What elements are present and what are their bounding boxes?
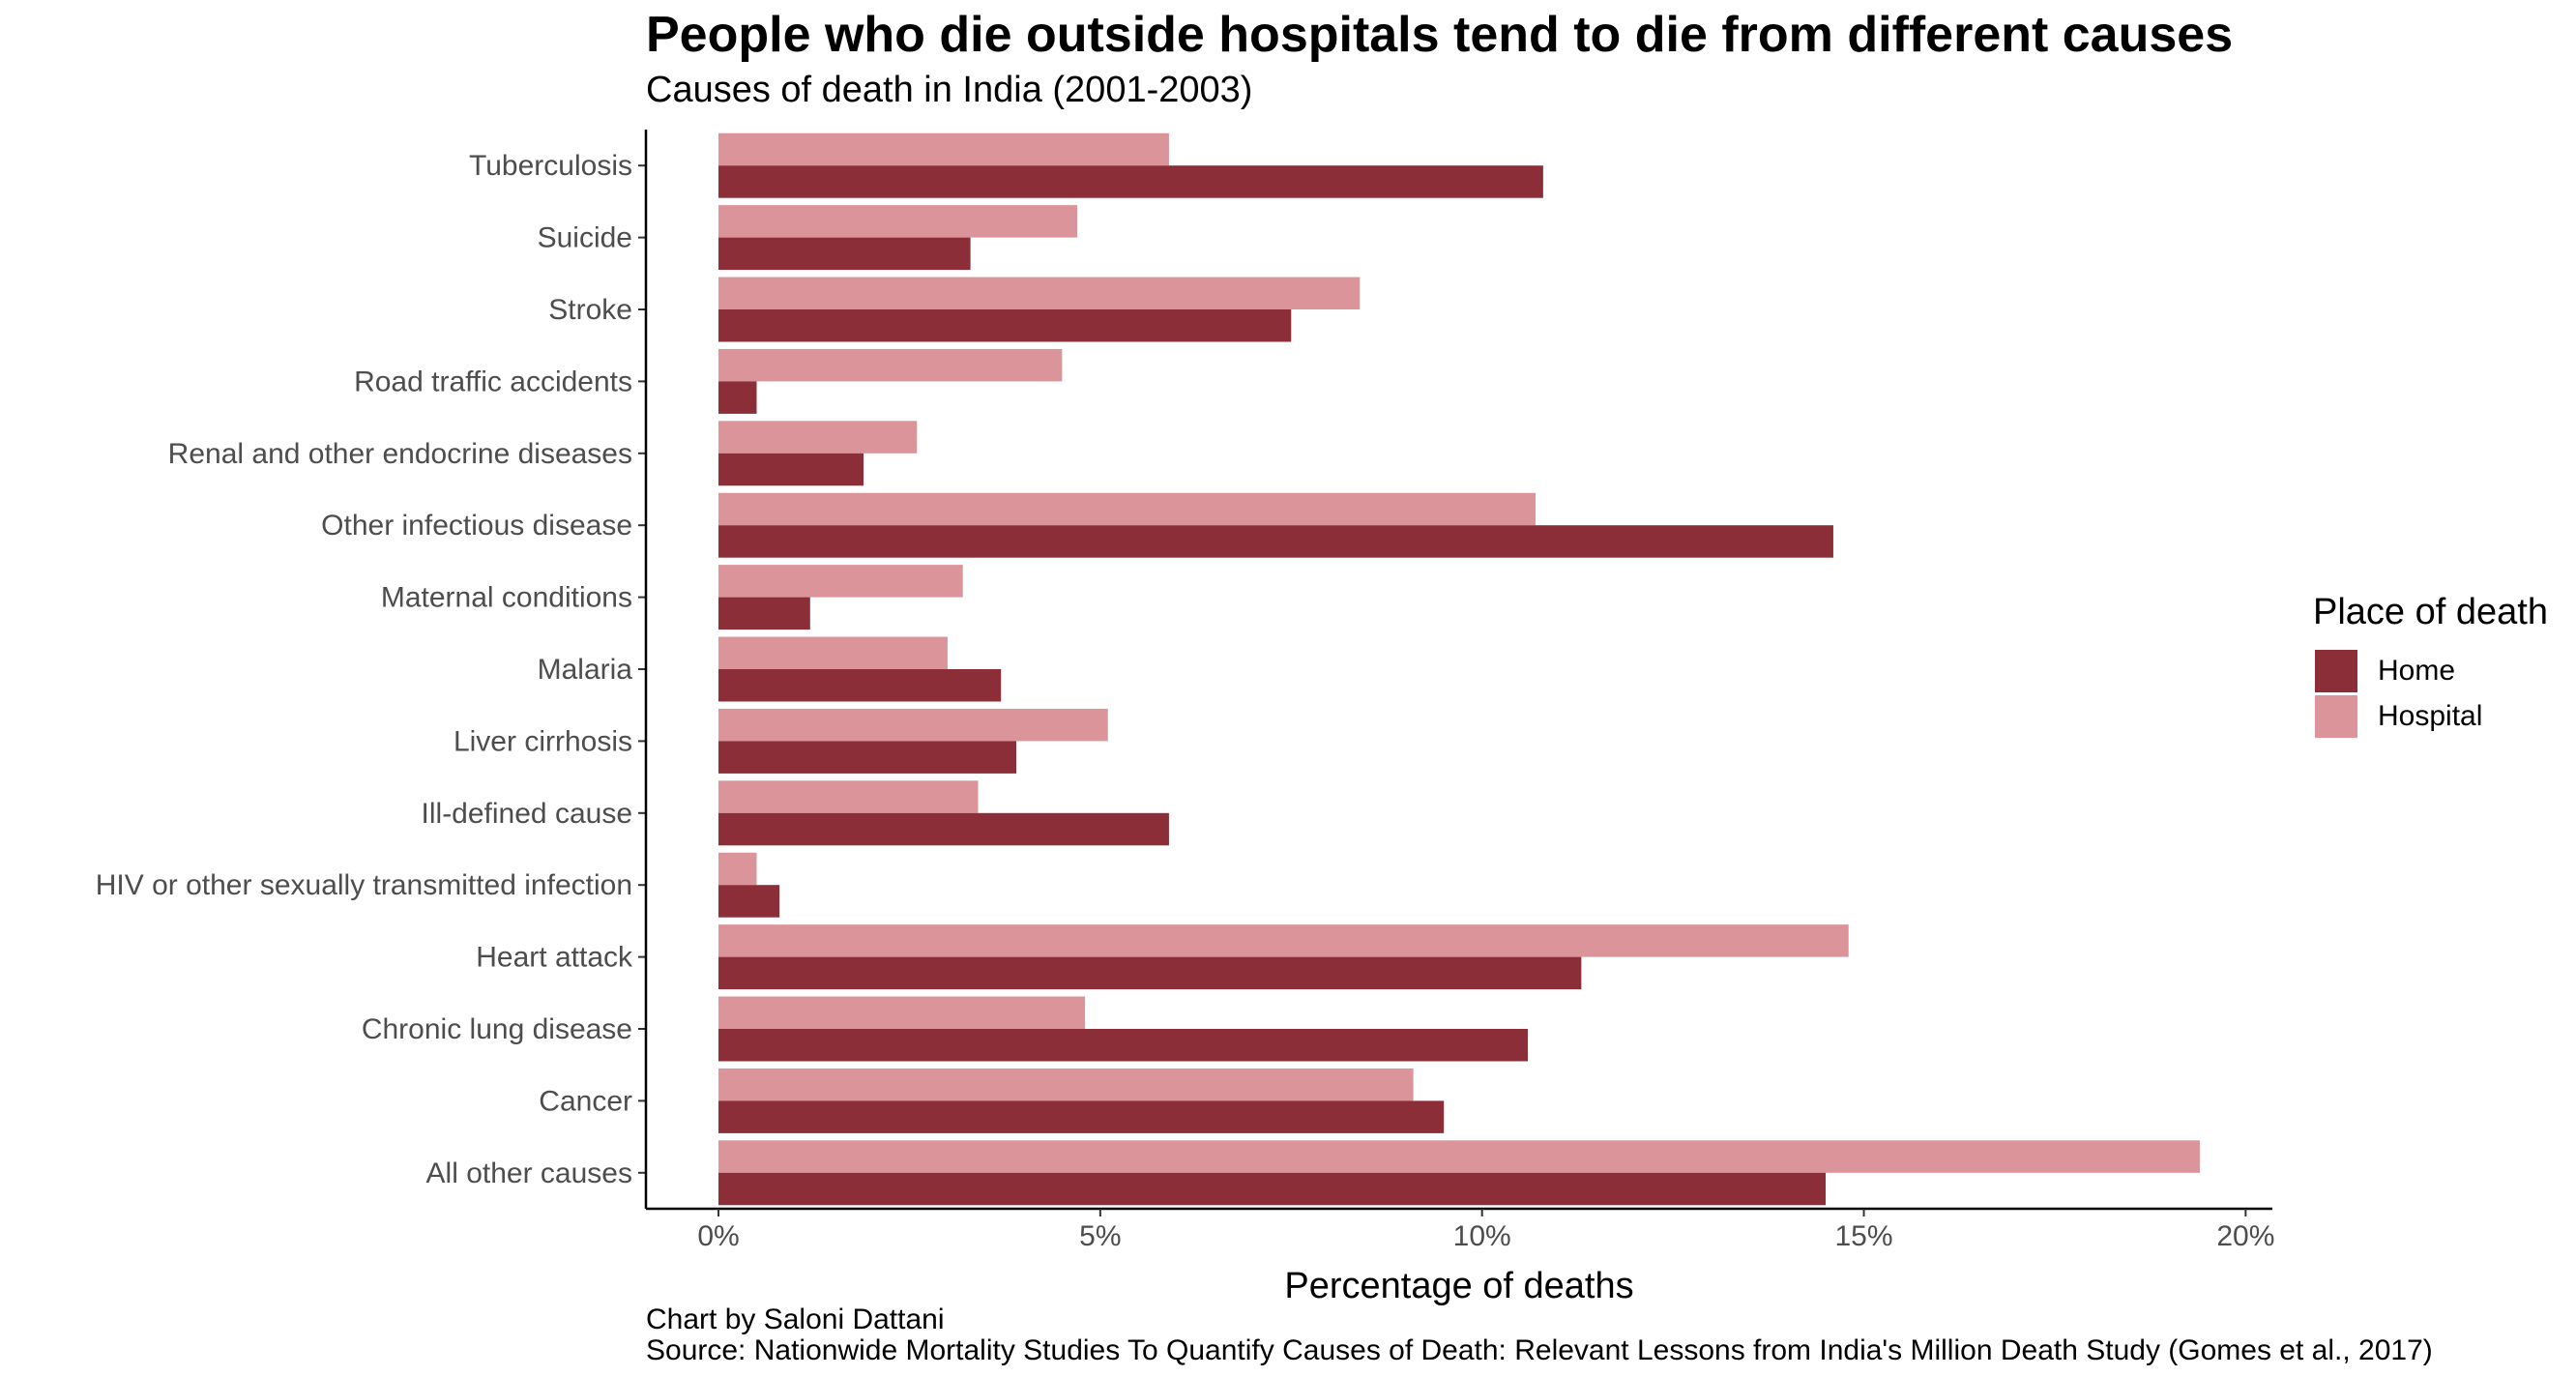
- y-tick-label: Heart attack: [476, 942, 633, 974]
- bar-home-suicide: [718, 237, 971, 271]
- bar-home-maternal-conditions: [718, 597, 810, 630]
- bar-hospital-renal-and-other-endocrine-diseases: [718, 421, 918, 454]
- legend-swatch-hospital: [2315, 695, 2357, 738]
- legend-label-home: Home: [2378, 655, 2456, 687]
- bar-home-ill-defined-cause: [718, 812, 1169, 846]
- bar-hospital-cancer: [718, 1068, 1414, 1101]
- y-tick-label: Road traffic accidents: [354, 366, 632, 397]
- y-tick-label: Ill-defined cause: [422, 798, 632, 830]
- bar-hospital-maternal-conditions: [718, 565, 963, 598]
- bar-home-malaria: [718, 669, 1002, 702]
- y-tick-label: Suicide: [538, 222, 632, 254]
- bar-hospital-malaria: [718, 636, 948, 669]
- x-tick-label: 5%: [1079, 1220, 1121, 1252]
- bar-home-other-infectious-disease: [718, 525, 1833, 558]
- bar-home-hiv-or-other-sexually-transmitted-infection: [718, 885, 780, 918]
- bar-hospital-other-infectious-disease: [718, 492, 1536, 526]
- x-tick-label: 20%: [2216, 1220, 2274, 1252]
- x-axis-title: Percentage of deaths: [1284, 1266, 1633, 1306]
- y-tick-label: Liver cirrhosis: [454, 725, 632, 757]
- bar-home-road-traffic-accidents: [718, 381, 757, 414]
- y-tick-label: Chronic lung disease: [362, 1013, 632, 1045]
- y-tick-label: Stroke: [548, 294, 632, 326]
- bar-hospital-road-traffic-accidents: [718, 348, 1063, 382]
- y-tick-label: Renal and other endocrine diseases: [168, 438, 632, 470]
- bar-hospital-chronic-lung-disease: [718, 996, 1086, 1029]
- x-tick-label: 10%: [1453, 1220, 1511, 1252]
- bar-home-cancer: [718, 1100, 1445, 1133]
- y-tick-label: HIV or other sexually transmitted infect…: [96, 869, 632, 901]
- bar-hospital-hiv-or-other-sexually-transmitted-infection: [718, 852, 757, 886]
- bar-home-chronic-lung-disease: [718, 1029, 1529, 1062]
- caption-source: Source: Nationwide Mortality Studies To …: [646, 1334, 2433, 1366]
- bar-hospital-liver-cirrhosis: [718, 708, 1108, 742]
- y-tick-label: Other infectious disease: [321, 510, 632, 542]
- bar-home-liver-cirrhosis: [718, 741, 1016, 774]
- bar-home-renal-and-other-endocrine-diseases: [718, 453, 864, 486]
- bar-home-all-other-causes: [718, 1172, 1827, 1206]
- bar-home-heart-attack: [718, 956, 1582, 990]
- bar-hospital-stroke: [718, 277, 1361, 309]
- bar-home-tuberculosis: [718, 165, 1543, 198]
- y-tick-label: Tuberculosis: [469, 150, 632, 182]
- y-tick-label: All other causes: [426, 1157, 632, 1189]
- y-tick-label: Malaria: [538, 654, 633, 686]
- legend-title: Place of death: [2313, 592, 2548, 632]
- bar-hospital-tuberculosis: [718, 132, 1169, 166]
- chart-title: People who die outside hospitals tend to…: [646, 7, 2234, 63]
- legend-label-hospital: Hospital: [2378, 700, 2483, 732]
- bar-hospital-suicide: [718, 205, 1078, 238]
- bar-home-stroke: [718, 309, 1292, 342]
- x-tick-label: 0%: [697, 1220, 739, 1252]
- bar-hospital-all-other-causes: [718, 1140, 2200, 1173]
- y-tick-label: Maternal conditions: [381, 582, 632, 614]
- y-tick-label: Cancer: [539, 1085, 632, 1117]
- bar-hospital-ill-defined-cause: [718, 780, 979, 813]
- chart-subtitle: Causes of death in India (2001-2003): [646, 70, 1253, 110]
- caption-credit: Chart by Saloni Dattani: [646, 1304, 945, 1335]
- bar-hospital-heart-attack: [718, 924, 1849, 957]
- x-tick-label: 15%: [1835, 1220, 1893, 1252]
- legend-swatch-home: [2315, 650, 2357, 692]
